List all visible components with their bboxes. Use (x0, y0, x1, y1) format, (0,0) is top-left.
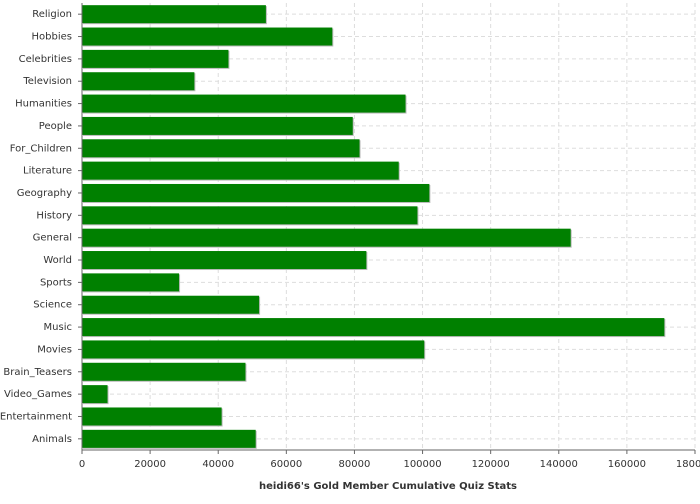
y-tick-label: Video_Games (4, 389, 72, 400)
bar (82, 318, 665, 337)
x-tick-label: 160000 (608, 459, 646, 470)
x-tick-label: 60000 (270, 459, 302, 470)
y-tick-label: Brain_Teasers (3, 367, 72, 378)
bar (82, 183, 430, 202)
bar (82, 206, 418, 225)
bar (82, 94, 406, 113)
bar (82, 139, 360, 158)
y-tick-label: Hobbies (32, 32, 72, 43)
bar (82, 161, 399, 180)
y-tick-label: Animals (32, 434, 72, 445)
x-tick-label: 80000 (339, 459, 371, 470)
x-tick-label: 140000 (540, 459, 578, 470)
y-tick-label: Literature (23, 166, 72, 177)
bar (82, 251, 367, 270)
x-tick-label: 100000 (403, 459, 441, 470)
y-tick-label: For_Children (10, 143, 72, 154)
x-tick-label: 120000 (472, 459, 510, 470)
y-tick-label: Science (33, 300, 72, 311)
y-tick-label: Movies (37, 344, 72, 355)
y-tick-label: General (33, 233, 72, 244)
bar (82, 27, 333, 46)
bar (82, 5, 266, 24)
y-tick-label: People (39, 121, 72, 132)
bar (82, 362, 246, 381)
x-axis-title: heidi66's Gold Member Cumulative Quiz St… (259, 481, 517, 492)
x-tick-label: 0 (79, 459, 85, 470)
bar (82, 340, 425, 359)
y-tick-label: World (43, 255, 72, 266)
bar (82, 116, 353, 135)
y-tick-label: Entertainment (0, 411, 72, 422)
y-tick-label: Geography (17, 188, 72, 199)
bar (82, 228, 571, 247)
bar (82, 429, 256, 448)
y-tick-label: Television (22, 76, 72, 87)
bar (82, 273, 180, 292)
y-tick-label: Celebrities (19, 54, 72, 65)
bar (82, 49, 229, 68)
y-tick-label: Humanities (15, 99, 72, 110)
y-tick-label: Music (44, 322, 72, 333)
x-tick-label: 20000 (134, 459, 166, 470)
y-tick-label: Sports (40, 277, 72, 288)
bar (82, 72, 195, 91)
x-tick-label: 180000 (676, 459, 700, 470)
bar (82, 407, 222, 426)
bar (82, 295, 260, 314)
x-tick-label: 40000 (202, 459, 234, 470)
y-tick-label: History (36, 210, 72, 221)
y-tick-label: Religion (32, 9, 72, 20)
bar (82, 385, 108, 404)
